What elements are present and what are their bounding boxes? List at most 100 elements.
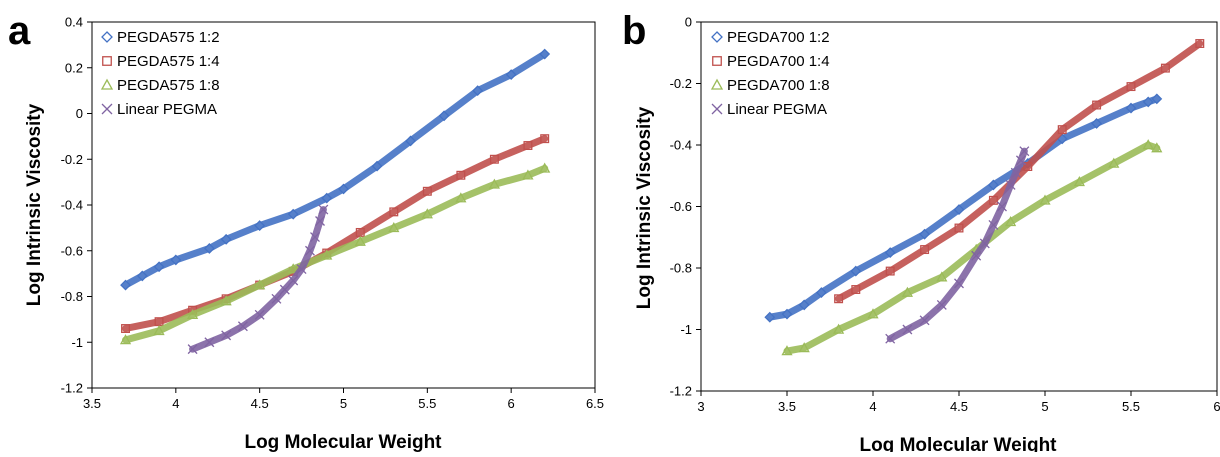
data-point xyxy=(505,69,517,81)
x-tick-label: 6 xyxy=(1213,399,1220,414)
data-point xyxy=(221,330,232,341)
data-point xyxy=(1019,146,1030,157)
y-tick-label: -1 xyxy=(680,322,692,337)
data-point xyxy=(979,238,990,249)
data-point xyxy=(1023,162,1033,171)
data-point xyxy=(310,232,320,242)
panel-a-x-ticks: 3.5 4 4.5 5 5.5 6 6.5 xyxy=(83,388,604,411)
data-point xyxy=(988,219,999,230)
series-band xyxy=(766,95,1161,321)
data-point xyxy=(136,270,148,282)
data-point xyxy=(954,278,964,289)
legend-item: PEGDA575 1:2 xyxy=(101,29,220,46)
data-point xyxy=(1142,139,1154,150)
y-tick-label: -1.2 xyxy=(670,384,692,399)
panel-b-x-ticks: 3 3.5 4 4.5 5 5.5 6 xyxy=(697,391,1220,414)
data-point xyxy=(321,249,333,260)
series-pegda700-1-2 xyxy=(764,93,1163,323)
legend-item: Linear PEGMA xyxy=(101,101,217,118)
data-point xyxy=(1091,118,1103,129)
x-tick-label: 6.5 xyxy=(586,396,604,411)
series-band xyxy=(122,135,549,333)
panel-b-marks xyxy=(764,39,1205,356)
y-tick-label: -1 xyxy=(71,335,83,350)
legend-label: PEGDA700 1:2 xyxy=(727,29,830,46)
legend-marker xyxy=(102,56,112,66)
legend-label: PEGDA700 1:8 xyxy=(727,77,830,94)
data-point xyxy=(539,162,551,173)
x-tick-label: 5 xyxy=(340,396,347,411)
data-point xyxy=(305,245,315,256)
y-tick-label: -0.4 xyxy=(61,198,83,213)
data-point xyxy=(321,192,333,204)
y-tick-label: -0.6 xyxy=(670,199,692,214)
panel-b-y-ticks: -1.2 -1 -0.8 -0.6 -0.4 -0.2 0 xyxy=(670,15,701,399)
legend-marker xyxy=(712,56,722,66)
panel-a-y-ticks: -1.2 -1 -0.8 -0.6 -0.4 -0.2 0 0.2 0.4 xyxy=(61,15,92,396)
data-point xyxy=(456,170,466,180)
data-point xyxy=(187,344,198,355)
x-tick-label: 4 xyxy=(869,399,876,414)
data-point xyxy=(288,275,299,286)
panel-a-marks xyxy=(119,48,551,355)
data-point xyxy=(885,266,895,276)
data-point xyxy=(1151,93,1163,105)
data-point xyxy=(953,204,965,215)
data-point xyxy=(781,345,793,356)
data-point xyxy=(1108,157,1120,168)
data-point xyxy=(488,178,501,189)
data-point xyxy=(318,204,329,215)
data-point xyxy=(1010,167,1021,178)
y-tick-label: 0 xyxy=(685,15,692,30)
series-pegda575-1-2 xyxy=(120,48,551,291)
legend-label: PEGDA700 1:4 xyxy=(727,53,830,70)
data-point xyxy=(988,195,998,205)
legend-label: PEGDA575 1:2 xyxy=(117,29,220,46)
x-tick-label: 5.5 xyxy=(1122,399,1140,414)
data-point xyxy=(1142,96,1154,108)
panel-b-letter: b xyxy=(622,9,646,53)
data-point xyxy=(121,324,131,334)
data-point xyxy=(421,208,433,219)
y-tick-label: -0.4 xyxy=(670,138,692,153)
data-point xyxy=(315,216,325,226)
panel-b: b 3 3.5 4 4.5 5 5.5 6 -1.2-1-0.8-0.6-0.4-0.20 … xyxy=(622,9,1220,456)
data-point xyxy=(851,285,861,295)
legend-item: PEGDA575 1:8 xyxy=(100,77,220,94)
legend-item: PEGDA700 1:4 xyxy=(712,53,830,70)
x-tick-label: 3 xyxy=(697,399,704,414)
data-point xyxy=(540,134,550,144)
data-point xyxy=(153,261,165,273)
data-point xyxy=(1073,176,1086,187)
data-point xyxy=(1195,39,1205,49)
series-linear-pegma xyxy=(187,204,329,355)
x-tick-label: 4.5 xyxy=(251,396,269,411)
data-point xyxy=(170,254,182,266)
data-point xyxy=(920,245,930,255)
data-point xyxy=(354,235,366,246)
data-point xyxy=(781,308,793,320)
data-point xyxy=(867,308,879,319)
legend-label: PEGDA575 1:4 xyxy=(117,53,220,70)
series-band xyxy=(783,141,1161,355)
data-point xyxy=(455,192,467,203)
y-tick-label: 0.2 xyxy=(65,60,83,75)
data-point xyxy=(1005,180,1016,190)
y-tick-label: -0.2 xyxy=(670,76,692,91)
data-point xyxy=(389,207,399,217)
legend-marker xyxy=(100,78,114,90)
data-point xyxy=(296,264,307,275)
data-point xyxy=(388,222,400,233)
data-point xyxy=(120,279,131,291)
x-tick-label: 6 xyxy=(508,396,515,411)
series-band xyxy=(122,50,549,289)
legend-item: PEGDA700 1:2 xyxy=(711,29,830,46)
data-point xyxy=(539,48,551,60)
legend-marker xyxy=(710,78,724,90)
data-point xyxy=(815,287,827,299)
panel-a: a 3.5 4 4.5 5 5.5 6 6.5 -1.2 -1 -0.8 -0.6 -0.4 -0.2… xyxy=(8,9,604,453)
panel-b-legend: PEGDA700 1:2 PEGDA700 1:4 PEGDA700 1:8 Line… xyxy=(710,29,830,118)
data-point xyxy=(438,110,450,122)
data-point xyxy=(1092,100,1102,110)
